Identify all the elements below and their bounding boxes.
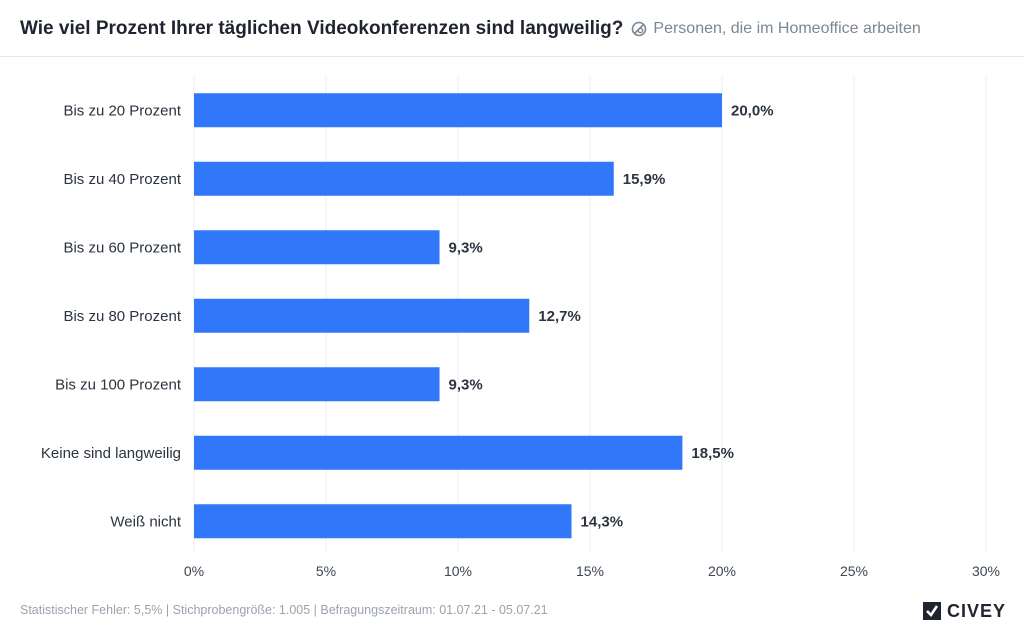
value-label: 12,7% — [538, 308, 581, 325]
x-tick-label: 25% — [840, 563, 868, 579]
civey-logo-icon — [922, 601, 942, 621]
bar — [194, 93, 722, 128]
bar — [194, 230, 440, 265]
footer-note: Statistischer Fehler: 5,5% | Stichproben… — [20, 603, 548, 617]
filter-circle-icon[interactable] — [631, 21, 647, 37]
bar-chart: 0% 5% 10% 15% 20% 25% 30% Bis zu 20 Prozent 20,0… — [41, 76, 1000, 579]
value-label: 15,9% — [623, 171, 666, 188]
x-tick-label: 10% — [444, 563, 472, 579]
value-label: 20,0% — [731, 102, 774, 119]
category-label: Weiß nicht — [110, 513, 181, 530]
x-tick-label: 5% — [316, 563, 336, 579]
value-label: 14,3% — [581, 513, 624, 530]
bar — [194, 504, 572, 539]
category-label: Bis zu 100 Prozent — [55, 376, 182, 393]
category-label: Keine sind langweilig — [41, 445, 181, 462]
chart-title: Wie viel Prozent Ihrer täglichen Videoko… — [20, 18, 624, 39]
x-tick-label: 15% — [576, 563, 604, 579]
brand[interactable]: CIVEY — [922, 600, 1006, 622]
header-divider — [0, 56, 1024, 57]
chart-header: Wie viel Prozent Ihrer täglichen Videoko… — [20, 14, 1004, 44]
category-label: Bis zu 80 Prozent — [63, 308, 181, 325]
bar — [194, 435, 683, 470]
x-tick-label: 0% — [184, 563, 204, 579]
bar — [194, 298, 530, 333]
category-label: Bis zu 60 Prozent — [63, 239, 181, 256]
filter-label[interactable]: Personen, die im Homeoffice arbeiten — [653, 20, 921, 37]
x-tick-label: 30% — [972, 563, 1000, 579]
bar — [194, 367, 440, 402]
x-tick-label: 20% — [708, 563, 736, 579]
bar — [194, 161, 614, 196]
value-label: 9,3% — [449, 239, 483, 256]
category-label: Bis zu 20 Prozent — [63, 102, 181, 119]
brand-name: CIVEY — [946, 600, 1006, 621]
category-label: Bis zu 40 Prozent — [63, 171, 181, 188]
value-label: 9,3% — [449, 376, 483, 393]
value-label: 18,5% — [691, 445, 734, 462]
